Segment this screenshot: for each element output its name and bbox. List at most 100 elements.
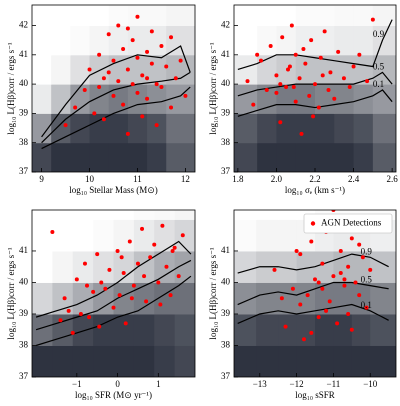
y-tick-label: 38 (19, 137, 29, 147)
scatter-point (268, 44, 273, 49)
x-tick-label: 1 (156, 379, 161, 389)
contour-line (237, 19, 393, 71)
x-tick-label: −11 (327, 379, 341, 389)
scatter-point (364, 305, 369, 310)
heatmap-cell (72, 219, 94, 252)
scatter-point (131, 283, 136, 288)
heatmap-cell (315, 54, 335, 85)
heatmap-cell (32, 5, 52, 27)
scatter-point (144, 299, 149, 304)
y-tick-label: 41 (221, 49, 230, 59)
heatmap-cell (372, 25, 396, 56)
x-axis-label: log₁₀ Stellar Mass (M⊙) (69, 185, 158, 195)
y-axis-label: log₁₀ L(Hβ)corr / ergs s⁻¹ (6, 247, 16, 339)
x-tick-label: 11 (133, 174, 142, 184)
scatter-point (301, 337, 306, 342)
scatter-point (349, 236, 354, 241)
scatter-point (121, 102, 126, 107)
y-tick-label: 39 (19, 107, 29, 117)
scatter-point (178, 58, 183, 63)
scatter-point (346, 264, 351, 269)
heatmap-cell (333, 313, 353, 346)
y-tick-label: 40 (19, 277, 29, 287)
heatmap-cell (127, 84, 148, 114)
scatter-point (129, 296, 134, 301)
scatter-point (99, 280, 104, 285)
y-tick-label: 42 (221, 20, 230, 30)
scatter-point (135, 90, 140, 95)
scatter-point (91, 289, 96, 294)
y-axis-label: log₁₀ L(Hβ)corr / ergs s⁻¹ (6, 42, 16, 134)
heatmap-cell (296, 250, 316, 283)
scatter-point (116, 79, 121, 84)
heatmap-cell (372, 5, 396, 27)
legend-marker (310, 221, 316, 226)
legend-box (303, 213, 393, 234)
scatter-point (160, 223, 165, 228)
scatter-point (336, 49, 341, 54)
heatmap-cell (70, 142, 91, 172)
scatter-point (140, 226, 145, 231)
x-tick-label: 1.8 (232, 174, 244, 184)
scatter-point (284, 85, 289, 90)
heatmap-cell (52, 345, 74, 377)
heatmap-cell (127, 142, 148, 172)
heatmap-cell (154, 313, 176, 346)
contour-label: 0.5 (373, 61, 385, 71)
scatter-point (259, 58, 263, 63)
scatter-point (342, 283, 347, 288)
scatter-point (50, 230, 55, 235)
heatmap-cell (32, 219, 53, 252)
heatmap-cell (147, 25, 167, 56)
heatmap-cell (32, 282, 53, 315)
heatmap-cell (32, 142, 52, 172)
y-tick-label: 38 (221, 137, 231, 147)
heatmap-cell (353, 142, 374, 172)
scatter-point (316, 280, 321, 285)
scatter-point (85, 283, 90, 288)
heatmap-cell (174, 282, 195, 315)
heatmap-cell (51, 54, 71, 85)
heatmap-cell (147, 84, 167, 114)
heatmap-cell (174, 210, 195, 220)
scatter-point (125, 67, 130, 72)
heatmap-cell (32, 313, 53, 346)
scatter-point (313, 277, 317, 282)
heatmap-cell (113, 282, 135, 315)
plot-area (32, 5, 195, 172)
x-axis-label: log₁₀ SFR (M⊙ yr⁻¹) (75, 390, 152, 400)
heatmap-cell (276, 142, 297, 172)
scatter-point (289, 23, 294, 28)
heatmap-cell (295, 113, 316, 144)
heatmap-cell (234, 345, 257, 377)
scatter-point (287, 64, 292, 69)
heatmap-cell (353, 5, 374, 27)
scatter-point (125, 131, 130, 136)
scatter-point (127, 239, 132, 244)
scatter-point (274, 90, 279, 95)
scatter-point (341, 76, 346, 81)
heatmap-cell (70, 113, 91, 144)
heatmap-cell (315, 142, 335, 172)
contour-line (237, 89, 393, 117)
heatmap-cell (276, 84, 297, 114)
scatter-point (95, 252, 100, 257)
heatmap-cell (278, 210, 298, 220)
scatter-point (291, 85, 296, 90)
heatmap-cell (89, 142, 110, 172)
scatter-point (111, 305, 116, 310)
scatter-point (117, 293, 122, 298)
heatmap-cell (89, 113, 110, 144)
heatmap-cell (278, 219, 298, 252)
heatmap-cell (32, 210, 53, 220)
x-tick-label: 2.0 (271, 174, 283, 184)
scatter-point (156, 280, 161, 285)
heatmap-cell (372, 54, 396, 85)
heatmap-cell (278, 250, 298, 283)
scatter-point (116, 23, 121, 28)
heatmap-cell (372, 142, 396, 172)
heatmap-cell (133, 219, 155, 252)
scatter-point (320, 286, 325, 291)
scatter-point (66, 308, 71, 313)
scatter-point (294, 248, 299, 253)
